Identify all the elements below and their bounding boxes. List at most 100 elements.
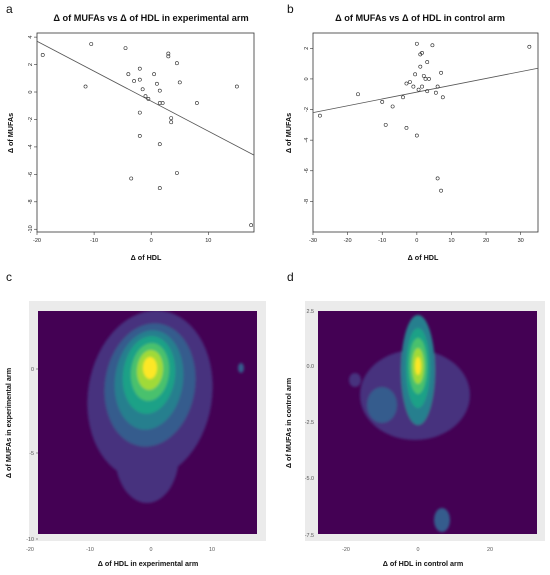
chart-b-ytick-label: 0: [304, 77, 310, 80]
chart-c-xtick: -10: [86, 547, 94, 553]
panel-letter-d: d: [287, 270, 294, 284]
chart-a-data-point: [194, 101, 199, 105]
chart-d-yticks: 2.5 0.0 -2.5 -5.0 -7.5: [305, 309, 314, 539]
chart-d-ylabel: Δ of MUFAs in control arm: [284, 378, 293, 468]
chart-b-data-point: [411, 84, 416, 89]
chart-b-axes: -30 -20 -10 0 10 20 30-8-6-4-202: [304, 47, 524, 244]
chart-a-data-point: [137, 134, 142, 138]
chart-b-data-point: [408, 80, 412, 84]
chart-b-xtick-label: 30: [518, 238, 524, 244]
chart-d-ytick: -7.5: [305, 533, 314, 539]
panel-letter-a: a: [6, 2, 13, 16]
chart-b-data-point: [420, 51, 424, 55]
chart-b-xlabel: Δ of HDL: [408, 253, 439, 262]
chart-b-title: Δ of MUFAs vs Δ of HDL in control arm: [335, 13, 505, 23]
chart-b-data-point: [401, 95, 405, 100]
chart-c-density-contours: [87, 311, 244, 503]
chart-c-xtick: -20: [26, 547, 34, 553]
chart-b-xtick-label: -10: [378, 238, 386, 244]
chart-a-plot-area: [36, 32, 255, 233]
chart-a-data-point: [249, 223, 254, 228]
density-d-blob-left: [367, 387, 397, 423]
chart-c-xtick: 0: [150, 547, 153, 553]
chart-d-xlabel: Δ of HDL in control arm: [383, 559, 464, 568]
chart-a-data-point: [126, 72, 131, 77]
chart-a-data-point: [123, 46, 128, 50]
chart-a-data-point: [137, 110, 142, 115]
chart-a-ytick-label: 4: [28, 36, 34, 39]
chart-b-ytick-label: -4: [304, 138, 310, 143]
chart-a-data-point: [177, 80, 182, 85]
chart-b-data-point: [418, 64, 423, 69]
chart-b-data-point: [435, 84, 440, 89]
chart-d-ytick: 0.0: [307, 364, 315, 370]
chart-a-xtick-label: -10: [90, 238, 98, 244]
chart-b-ytick-label: -8: [304, 199, 310, 204]
chart-a-xtick-label: -20: [33, 238, 41, 244]
chart-c-yticks: -10 -5 0: [26, 367, 38, 543]
chart-b-xtick-label: -30: [309, 238, 317, 244]
chart-a-ytick-label: -2: [28, 117, 34, 122]
chart-b-ylabel: Δ of MUFAs: [284, 113, 293, 153]
chart-b-data-point: [356, 92, 360, 97]
chart-b-ytick-label: -6: [304, 168, 310, 173]
chart-a-data-point: [157, 101, 162, 105]
chart-b-xtick-label: 10: [448, 238, 454, 244]
chart-a-title: Δ of MUFAs vs Δ of HDL in experimental a…: [53, 13, 248, 23]
panel-letter-c: c: [6, 270, 12, 284]
chart-d-xtick: -20: [342, 547, 350, 553]
chart-a-ytick-label: -8: [28, 199, 34, 204]
chart-b-xtick-label: -20: [344, 238, 352, 244]
chart-a-ytick-label: -6: [28, 172, 34, 177]
chart-a-data-point: [175, 171, 179, 175]
chart-b-data-point: [425, 89, 430, 94]
chart-a-ytick-label: 0: [28, 90, 34, 93]
chart-a-data-point: [129, 176, 134, 181]
chart-a-ytick-label: 2: [28, 63, 34, 66]
chart-b-data-point: [413, 72, 418, 77]
chart-b-data-point: [430, 43, 435, 48]
chart-a-data-point: [132, 79, 136, 83]
chart-a-data-point: [155, 81, 159, 86]
chart-c-ytick: 0: [31, 367, 34, 373]
chart-c-xtick: 10: [209, 547, 215, 553]
chart-a-data-point: [234, 84, 239, 89]
chart-a-ytick-label: -4: [28, 144, 34, 149]
panel-a: a Δ of MUFAs vs Δ of HDL in experimental…: [6, 2, 255, 262]
chart-b-data-point: [318, 113, 322, 118]
chart-a-data-point: [146, 96, 151, 101]
density-c-outlier: [238, 363, 244, 373]
chart-c-xlabel: Δ of HDL in experimental arm: [98, 559, 199, 568]
chart-b-data-point: [404, 126, 409, 130]
chart-d-xticks: -20 0 20: [342, 547, 493, 553]
chart-b-plot-area: [312, 32, 539, 233]
chart-c-ytick: -5: [29, 451, 34, 457]
chart-a-data-point: [140, 87, 145, 92]
chart-b-data-point: [440, 95, 445, 100]
density-d-blob-bottom: [434, 508, 450, 532]
chart-b-data-point: [527, 44, 532, 49]
chart-a-data-point: [169, 120, 174, 125]
chart-c-xticks: -20 -10 0 10: [26, 547, 215, 553]
chart-d-ytick: -5.0: [305, 476, 314, 482]
chart-b-data-point: [421, 73, 426, 78]
chart-a-data-point: [157, 186, 162, 190]
chart-b-data-point: [433, 90, 438, 95]
chart-b-data-point: [383, 122, 388, 127]
chart-a-xtick-label: 10: [205, 238, 211, 244]
chart-d-ytick: -2.5: [305, 420, 314, 426]
density-c-level-7: [143, 357, 157, 379]
chart-d-density-contours: [349, 315, 470, 532]
chart-a-data-point: [137, 77, 142, 82]
chart-b-ytick-label: 2: [304, 47, 310, 50]
chart-b-ytick-label: -2: [304, 107, 310, 112]
chart-b-data-point: [439, 70, 443, 75]
chart-a-data-point: [137, 66, 142, 71]
chart-d-xtick: 0: [417, 547, 420, 553]
chart-b-xtick-label: 0: [415, 238, 418, 244]
chart-b-data-point: [420, 84, 424, 89]
chart-a-data-point: [152, 72, 156, 77]
chart-a-data-point: [157, 142, 162, 147]
